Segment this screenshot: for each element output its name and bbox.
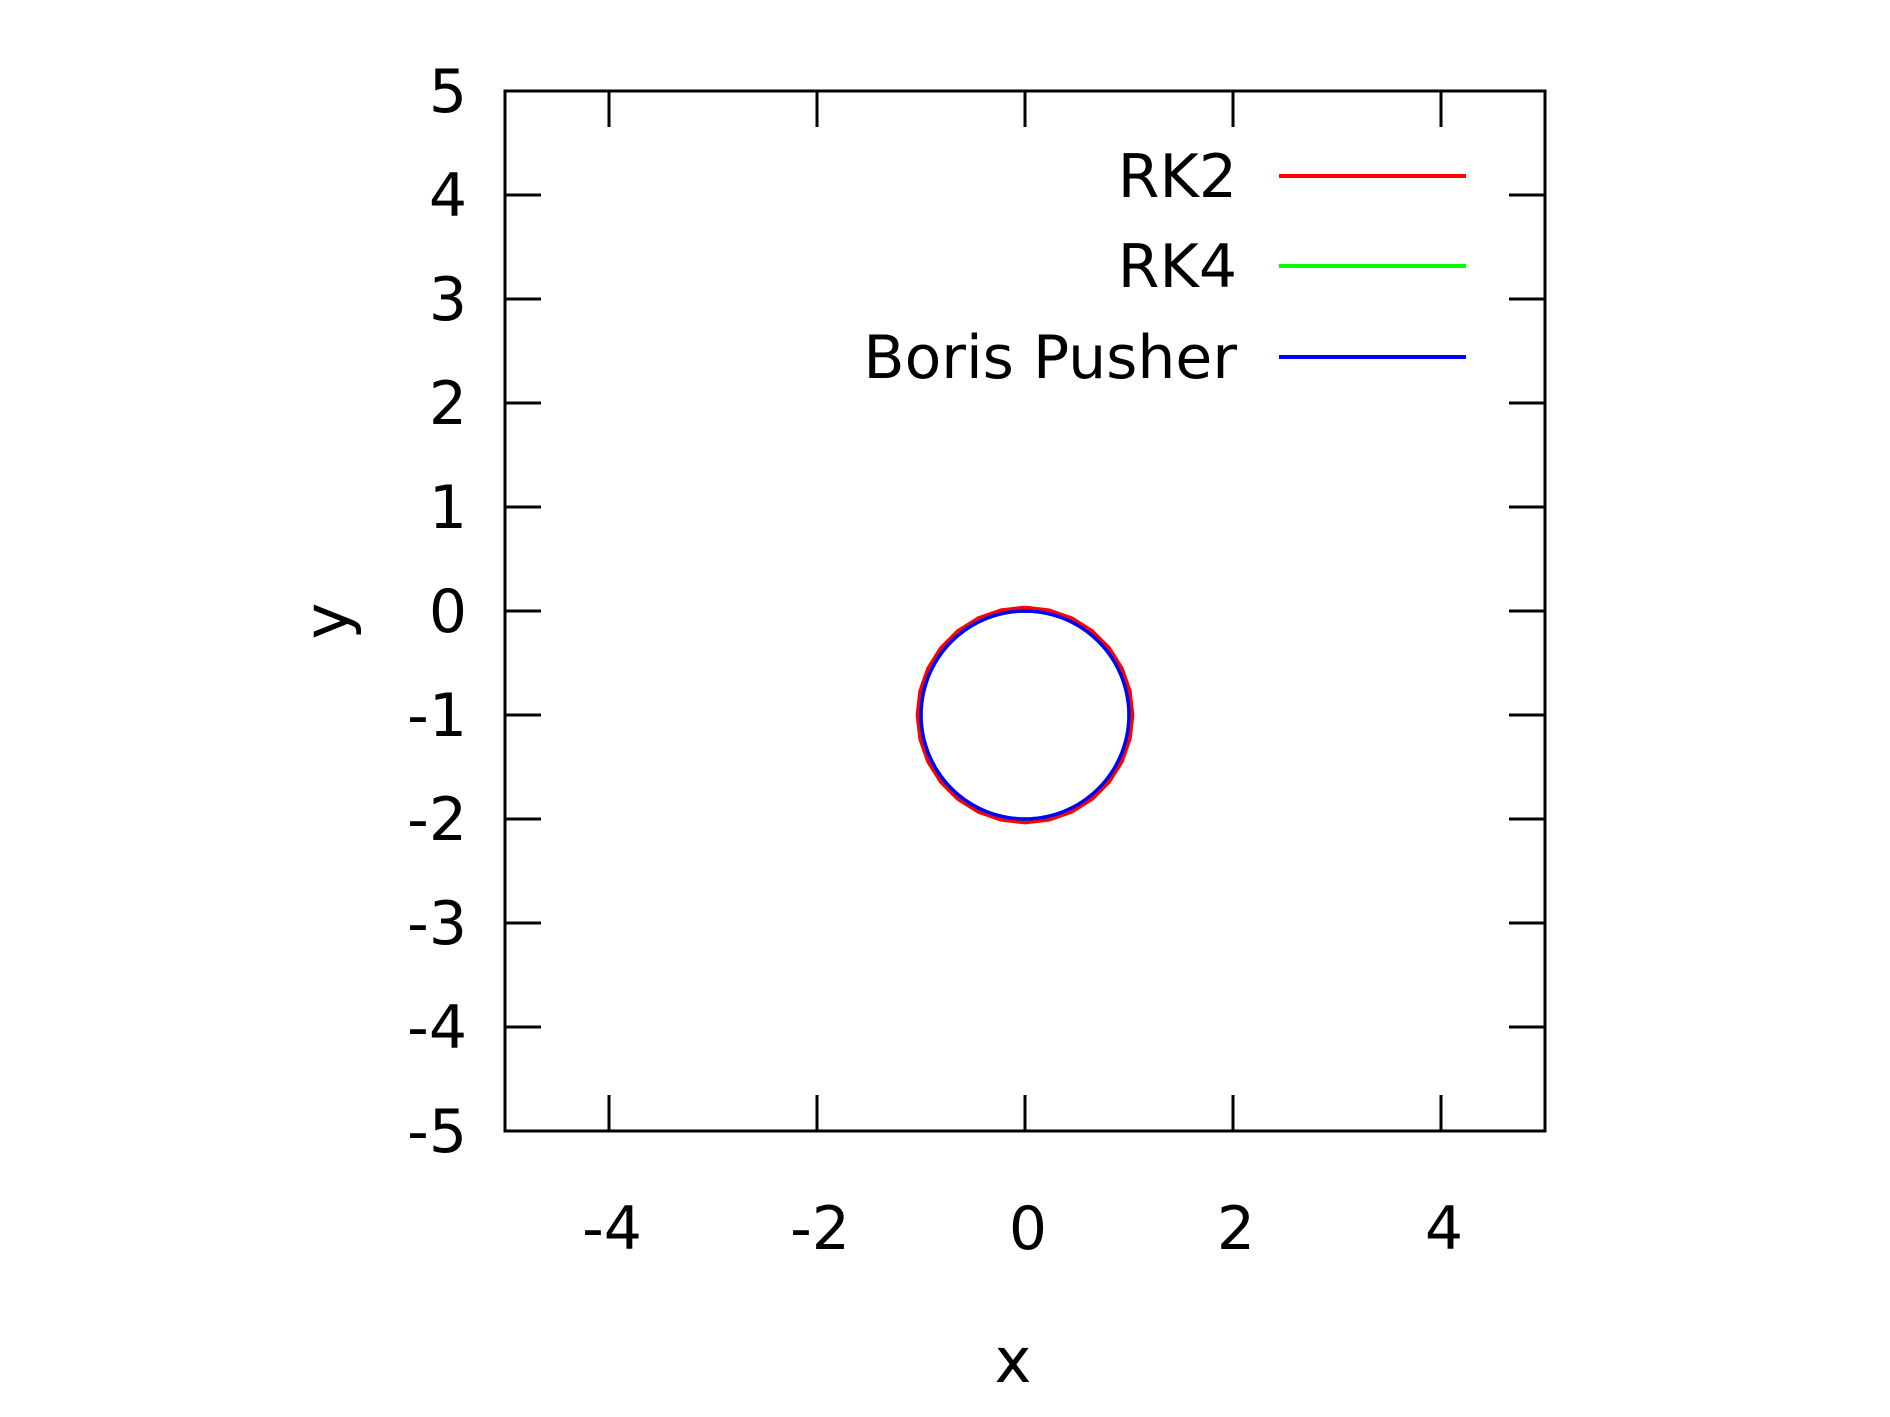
y-tick-label: -4	[407, 993, 467, 1063]
series-layer	[915, 605, 1135, 825]
legend-label: Boris Pusher	[863, 323, 1237, 393]
series-line-rk2	[915, 605, 1135, 825]
x-tick-label: 4	[1425, 1194, 1463, 1264]
legend-label: RK2	[1118, 142, 1237, 212]
x-tick-label: -4	[582, 1194, 642, 1264]
x-tick-label: 0	[1009, 1194, 1047, 1264]
x-tick-label: -2	[790, 1194, 850, 1264]
y-tick-label: -1	[407, 681, 467, 751]
legend-label: RK4	[1118, 232, 1237, 302]
y-tick-label: 0	[429, 577, 467, 647]
x-tick-label: 2	[1217, 1194, 1255, 1264]
y-tick-label: -5	[407, 1097, 467, 1167]
y-tick-label: -3	[407, 889, 467, 959]
y-tick-label: 2	[429, 369, 467, 439]
y-tick-label: -2	[407, 785, 467, 855]
axis-tick-labels: -4 -2 0 2 4 -5 -4 -3 -2 -1 0 1 2 3 4 5	[407, 57, 1463, 1264]
y-axis-label: y	[290, 603, 363, 640]
plot-frame	[503, 89, 1547, 1133]
legend: RK2 RK4 Boris Pusher	[863, 142, 1466, 393]
y-tick-label: 3	[429, 265, 467, 335]
x-axis-label: x	[995, 1324, 1032, 1397]
series-line-boris-pusher	[919, 609, 1131, 821]
y-tick-label: 4	[429, 161, 467, 231]
y-tick-label: 5	[429, 57, 467, 127]
y-tick-label: 1	[429, 473, 467, 543]
